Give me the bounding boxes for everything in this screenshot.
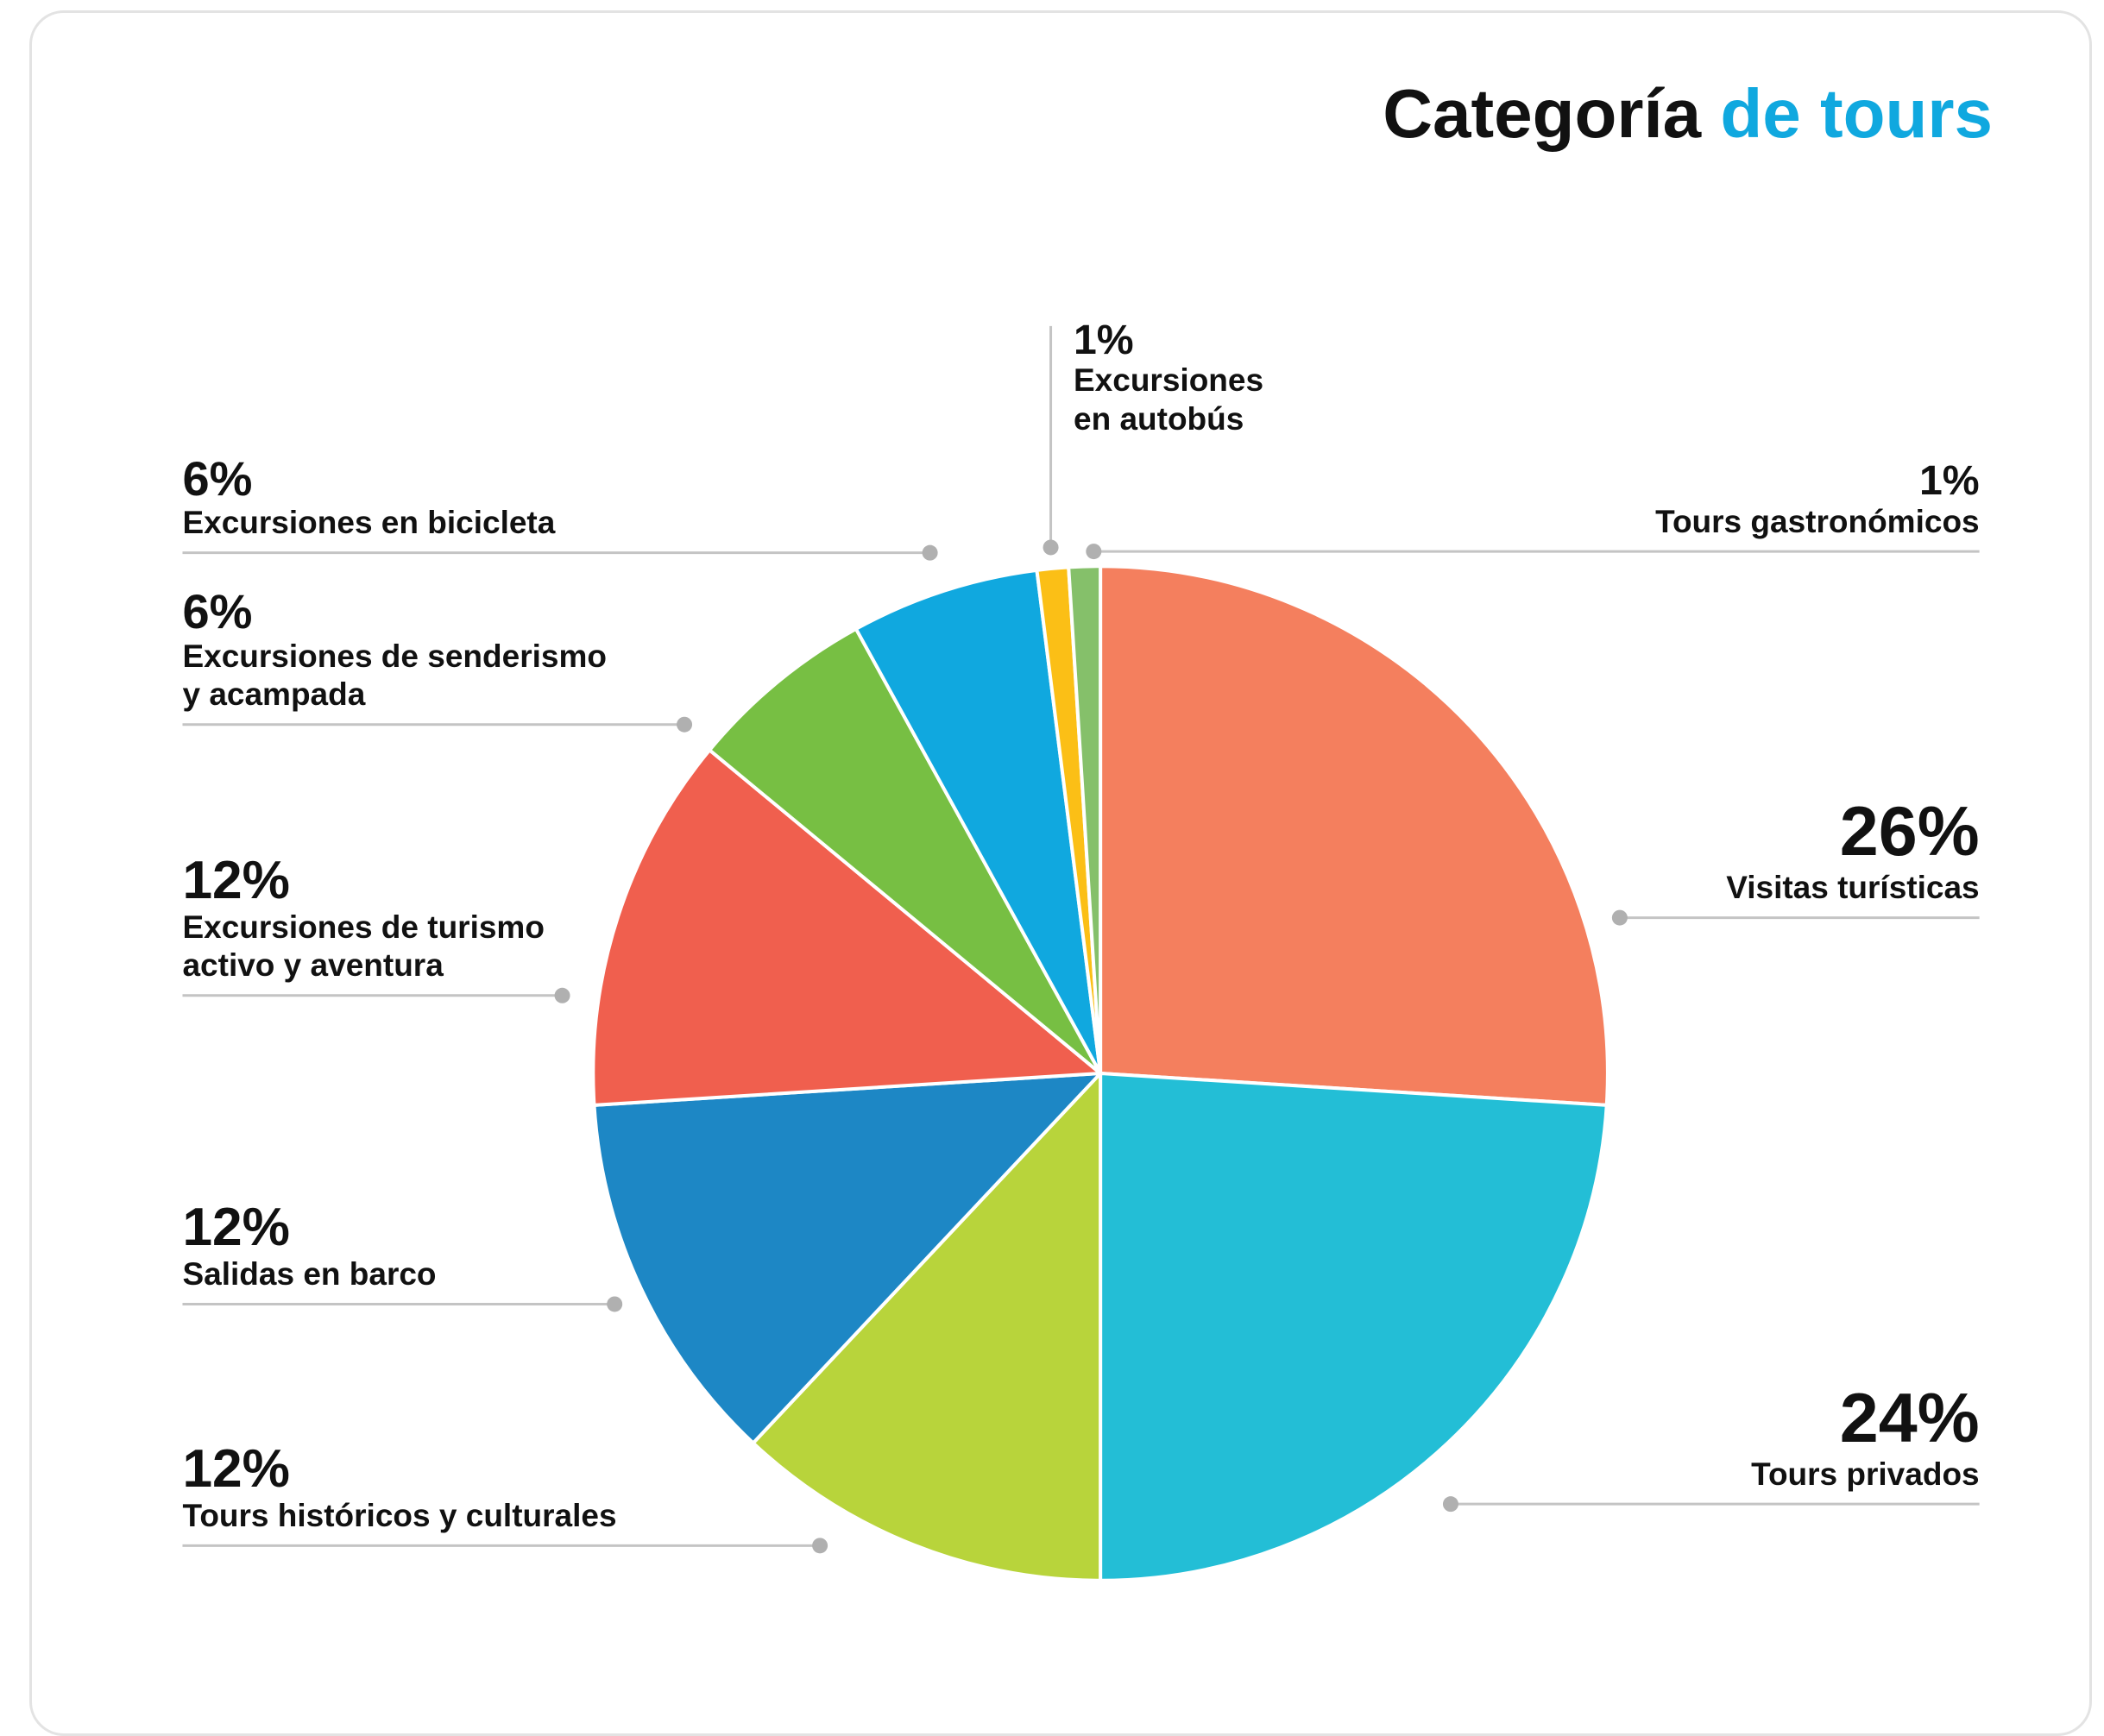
value-label: 12% — [182, 852, 562, 909]
category-label: Excursiones de senderismo y acampada — [182, 638, 609, 714]
value-label: 12% — [182, 1199, 436, 1255]
value-label: 1% — [1074, 318, 1289, 362]
leader-dot — [1612, 910, 1628, 926]
slice-label: 24%Tours privados — [1751, 1382, 1980, 1494]
leader-dot — [607, 1296, 622, 1311]
slice-label: 12%Excursiones de turismo activo y avent… — [182, 852, 562, 985]
category-label: Tours gastronómicos — [1655, 503, 1980, 541]
slice-label: 1%Excursiones en autobús — [1074, 318, 1289, 438]
slice-label: 6%Excursiones de senderismo y acampada — [182, 587, 609, 714]
value-label: 1% — [1655, 459, 1980, 503]
category-label: Visitas turísticas — [1726, 869, 1979, 907]
slice-label: 12%Tours históricos y culturales — [182, 1441, 616, 1536]
value-label: 24% — [1751, 1382, 1980, 1456]
pie-slice — [1100, 566, 1608, 1105]
value-label: 12% — [182, 1441, 616, 1497]
category-label: Excursiones en autobús — [1074, 362, 1289, 438]
leader-dot — [677, 717, 692, 733]
leader-dot — [1043, 539, 1059, 555]
leader-dot — [812, 1538, 828, 1553]
slice-label: 1%Tours gastronómicos — [1655, 459, 1980, 541]
slice-label: 26%Visitas turísticas — [1726, 796, 1979, 907]
category-label: Tours privados — [1751, 1456, 1980, 1494]
category-label: Excursiones de turismo activo y aventura — [182, 909, 562, 985]
value-label: 26% — [1726, 796, 1979, 869]
page: Categoría de tours 26%Visitas turísticas… — [0, 0, 2104, 1699]
leader-dot — [1443, 1496, 1458, 1512]
value-label: 6% — [182, 454, 555, 505]
leader-dot — [555, 988, 570, 1003]
slice-label: 6%Excursiones en bicicleta — [182, 454, 555, 543]
slice-label: 12%Salidas en barco — [182, 1199, 436, 1294]
category-label: Salidas en barco — [182, 1255, 436, 1293]
category-label: Tours históricos y culturales — [182, 1497, 616, 1535]
category-label: Excursiones en bicicleta — [182, 504, 555, 542]
leader-dot — [923, 545, 938, 561]
leader-dot — [1086, 544, 1101, 559]
value-label: 6% — [182, 587, 609, 638]
